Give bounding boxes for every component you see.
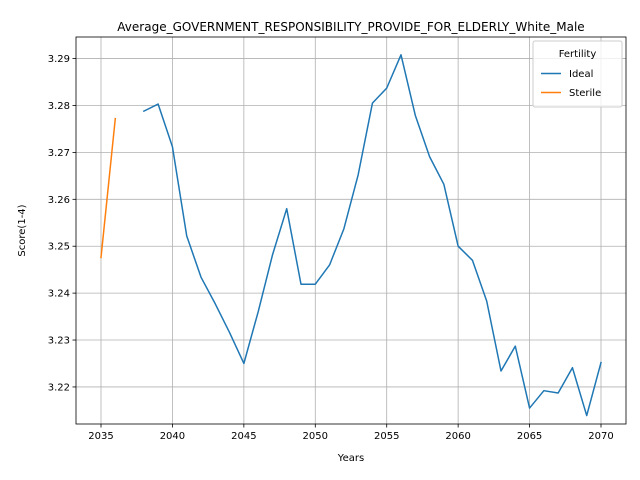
x-tick-label: 2035: [88, 431, 113, 442]
plot-area-frame: [75, 36, 627, 425]
x-tick-label: 2045: [231, 431, 256, 442]
x-tick-label: 2055: [374, 431, 399, 442]
legend-title: Fertility: [559, 49, 597, 60]
y-tick-label: 3.24: [48, 289, 70, 300]
y-tick-label: 3.22: [48, 382, 70, 393]
y-tick-label: 3.25: [48, 242, 70, 253]
series-line-sterile: [100, 117, 117, 259]
x-tick-label: 2050: [303, 431, 328, 442]
legend-label-sterile: Sterile: [569, 88, 601, 99]
x-axis-label: Years: [337, 453, 364, 464]
chart-title: Average_GOVERNMENT_RESPONSIBILITY_PROVID…: [117, 20, 584, 34]
legend: Fertility Ideal Sterile: [532, 40, 623, 108]
y-axis-ticks: 3.22 3.23 3.24 3.25 3.26 3.27 3.28 3.29: [48, 54, 76, 393]
x-tick-label: 2065: [517, 431, 542, 442]
y-tick-label: 3.29: [48, 54, 70, 65]
y-tick-label: 3.26: [48, 195, 70, 206]
legend-items: Ideal Sterile: [541, 69, 601, 99]
series-line-ideal: [142, 54, 602, 417]
x-axis-ticks: 2035 2040 2045 2050 2055 2060 2065 2070: [88, 424, 614, 442]
legend-box: [532, 40, 623, 108]
x-tick-label: 2070: [588, 431, 613, 442]
y-axis-label: Score(1-4): [17, 204, 28, 256]
x-tick-label: 2060: [445, 431, 470, 442]
y-tick-label: 3.23: [48, 336, 70, 347]
series-lines: [100, 54, 602, 417]
x-tick-label: 2040: [160, 431, 185, 442]
y-tick-label: 3.27: [48, 148, 70, 159]
legend-label-ideal: Ideal: [569, 69, 593, 80]
y-tick-label: 3.28: [48, 101, 70, 112]
